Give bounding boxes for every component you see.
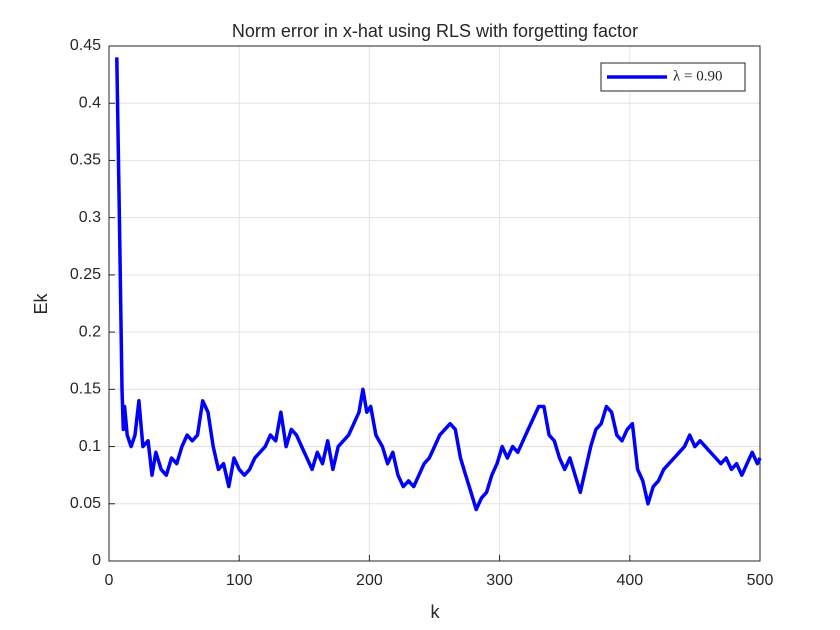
x-tick-label: 400 xyxy=(616,572,643,589)
y-tick-label: 0.4 xyxy=(79,94,101,111)
x-tick-label: 300 xyxy=(486,572,513,589)
y-tick-label: 0.1 xyxy=(79,438,101,455)
y-tick-label: 0.25 xyxy=(70,266,101,283)
y-tick-label: 0.15 xyxy=(70,381,101,398)
plot-frame xyxy=(108,45,761,562)
x-tick-label: 500 xyxy=(747,572,774,589)
x-tick-label: 200 xyxy=(356,572,383,589)
legend-label: λ = 0.90 xyxy=(673,68,722,84)
y-tick-label: 0.35 xyxy=(70,152,101,169)
x-axis-label: k xyxy=(431,602,441,622)
x-tick-label: 0 xyxy=(105,572,114,589)
chart-title: Norm error in x-hat using RLS with forge… xyxy=(232,21,638,41)
x-tick-label: 100 xyxy=(226,572,253,589)
y-tick-label: 0 xyxy=(92,552,101,569)
y-axis-label: Ek xyxy=(31,293,51,315)
y-tick-label: 0.2 xyxy=(79,323,101,340)
data-line xyxy=(115,57,762,512)
y-tick-label: 0.45 xyxy=(70,37,101,54)
y-tick-label: 0.05 xyxy=(70,495,101,512)
y-tick-label: 0.3 xyxy=(79,209,101,226)
